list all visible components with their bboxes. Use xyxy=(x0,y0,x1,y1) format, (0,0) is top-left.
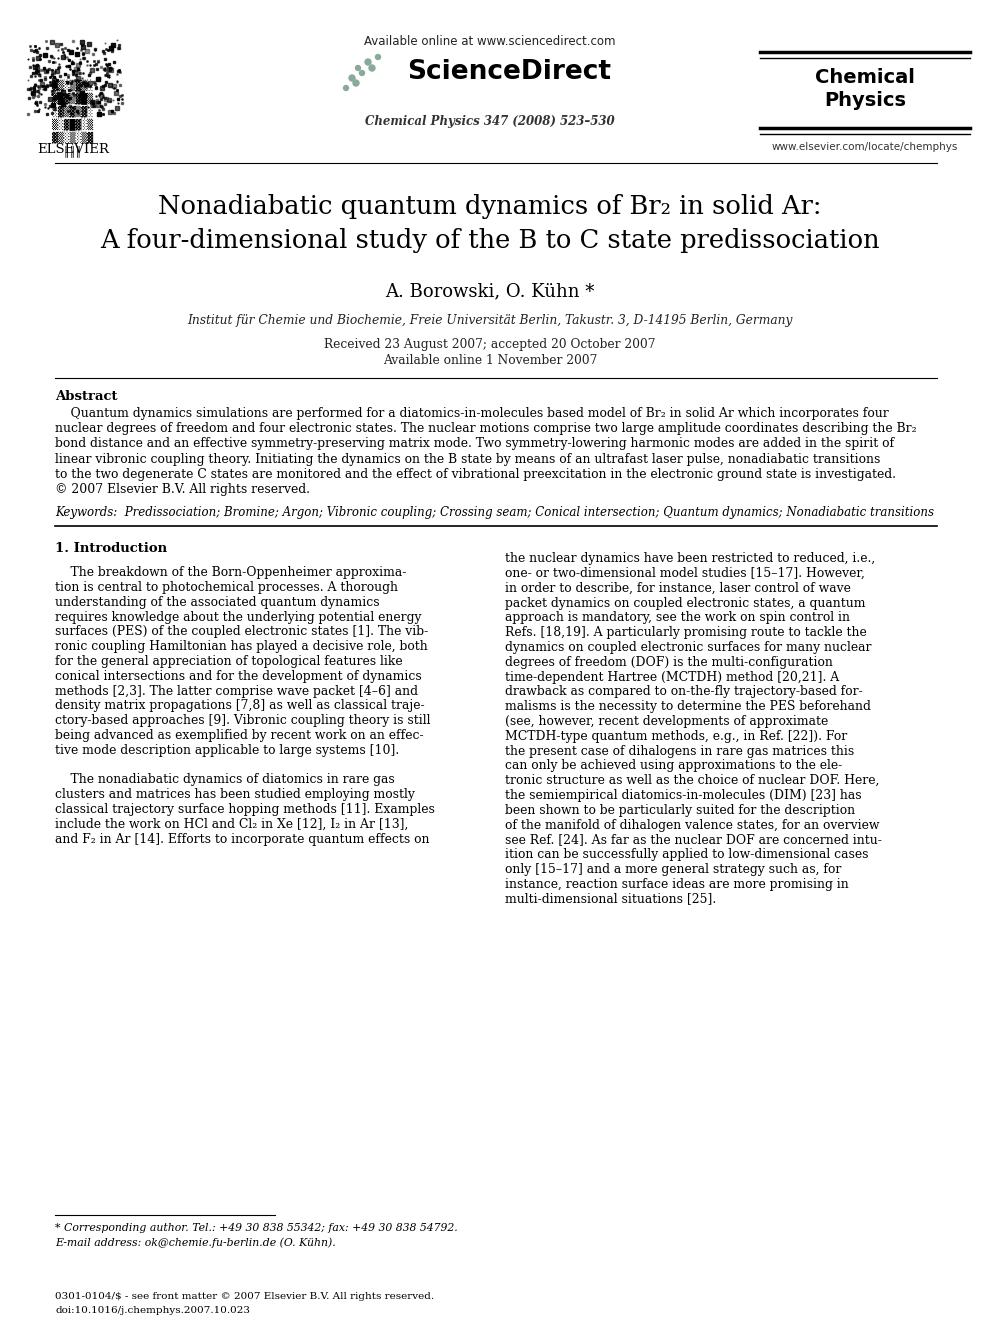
Text: Institut für Chemie und Biochemie, Freie Universität Berlin, Takustr. 3, D-14195: Institut für Chemie und Biochemie, Freie… xyxy=(187,314,793,327)
Circle shape xyxy=(359,70,364,75)
Circle shape xyxy=(355,66,360,70)
Text: MCTDH-type quantum methods, e.g., in Ref. [22]). For: MCTDH-type quantum methods, e.g., in Ref… xyxy=(505,730,847,742)
Text: and F₂ in Ar [14]. Efforts to incorporate quantum effects on: and F₂ in Ar [14]. Efforts to incorporat… xyxy=(55,832,430,845)
Circle shape xyxy=(376,54,381,60)
Text: A four-dimensional study of the B to C state predissociation: A four-dimensional study of the B to C s… xyxy=(100,228,880,253)
Text: approach is mandatory, see the work on spin control in: approach is mandatory, see the work on s… xyxy=(505,611,850,624)
Text: the present case of dihalogens in rare gas matrices this: the present case of dihalogens in rare g… xyxy=(505,745,854,758)
Text: to the two degenerate C states are monitored and the effect of vibrational preex: to the two degenerate C states are monit… xyxy=(55,468,896,480)
Text: Physics: Physics xyxy=(824,91,906,110)
Text: ronic coupling Hamiltonian has played a decisive role, both: ronic coupling Hamiltonian has played a … xyxy=(55,640,428,654)
Text: multi-dimensional situations [25].: multi-dimensional situations [25]. xyxy=(505,893,716,906)
Text: clusters and matrices has been studied employing mostly: clusters and matrices has been studied e… xyxy=(55,789,415,802)
Text: include the work on HCl and Cl₂ in Xe [12], I₂ in Ar [13],: include the work on HCl and Cl₂ in Xe [1… xyxy=(55,818,409,831)
Text: dynamics on coupled electronic surfaces for many nuclear: dynamics on coupled electronic surfaces … xyxy=(505,642,872,654)
Text: packet dynamics on coupled electronic states, a quantum: packet dynamics on coupled electronic st… xyxy=(505,597,865,610)
Text: 1. Introduction: 1. Introduction xyxy=(55,542,167,556)
Text: Quantum dynamics simulations are performed for a diatomics-in-molecules based mo: Quantum dynamics simulations are perform… xyxy=(55,407,889,419)
Text: of the manifold of dihalogen valence states, for an overview: of the manifold of dihalogen valence sta… xyxy=(505,819,880,832)
Text: Chemical Physics 347 (2008) 523–530: Chemical Physics 347 (2008) 523–530 xyxy=(365,115,615,128)
Text: one- or two-dimensional model studies [15–17]. However,: one- or two-dimensional model studies [1… xyxy=(505,568,865,579)
Text: surfaces (PES) of the coupled electronic states [1]. The vib-: surfaces (PES) of the coupled electronic… xyxy=(55,626,429,639)
Text: Available online at www.sciencedirect.com: Available online at www.sciencedirect.co… xyxy=(364,34,616,48)
Circle shape xyxy=(343,86,348,90)
Text: Refs. [18,19]. A particularly promising route to tackle the: Refs. [18,19]. A particularly promising … xyxy=(505,626,867,639)
Circle shape xyxy=(353,79,359,86)
Text: ELSEVIER: ELSEVIER xyxy=(37,143,109,156)
Text: Available online 1 November 2007: Available online 1 November 2007 xyxy=(383,355,597,366)
Text: malisms is the necessity to determine the PES beforehand: malisms is the necessity to determine th… xyxy=(505,700,871,713)
Text: instance, reaction surface ideas are more promising in: instance, reaction surface ideas are mor… xyxy=(505,877,849,890)
Text: requires knowledge about the underlying potential energy: requires knowledge about the underlying … xyxy=(55,611,422,623)
Text: conical intersections and for the development of dynamics: conical intersections and for the develo… xyxy=(55,669,422,683)
Text: for the general appreciation of topological features like: for the general appreciation of topologi… xyxy=(55,655,403,668)
Text: degrees of freedom (DOF) is the multi-configuration: degrees of freedom (DOF) is the multi-co… xyxy=(505,656,833,669)
Text: the nuclear dynamics have been restricted to reduced, i.e.,: the nuclear dynamics have been restricte… xyxy=(505,552,875,565)
Text: Abstract: Abstract xyxy=(55,390,117,404)
Text: Nonadiabatic quantum dynamics of Br₂ in solid Ar:: Nonadiabatic quantum dynamics of Br₂ in … xyxy=(159,194,821,220)
Text: Chemical: Chemical xyxy=(815,67,915,87)
Text: Keywords:  Predissociation; Bromine; Argon; Vibronic coupling; Crossing seam; Co: Keywords: Predissociation; Bromine; Argo… xyxy=(55,507,934,519)
Text: A. Borowski, O. Kühn *: A. Borowski, O. Kühn * xyxy=(385,282,594,300)
Text: understanding of the associated quantum dynamics: understanding of the associated quantum … xyxy=(55,595,380,609)
Text: www.elsevier.com/locate/chemphys: www.elsevier.com/locate/chemphys xyxy=(772,142,958,152)
Text: time-dependent Hartree (MCTDH) method [20,21]. A: time-dependent Hartree (MCTDH) method [2… xyxy=(505,671,839,684)
Text: tronic structure as well as the choice of nuclear DOF. Here,: tronic structure as well as the choice o… xyxy=(505,774,879,787)
Text: The nonadiabatic dynamics of diatomics in rare gas: The nonadiabatic dynamics of diatomics i… xyxy=(55,774,395,786)
Text: ▓▒░▒▓▒░
▒█▓▒▓█▒
░▓▒▓▒▓░
▒░▓█▓░▒
▓▒░▒░▒▓
  ║║║: ▓▒░▒▓▒░ ▒█▓▒▓█▒ ░▓▒▓▒▓░ ▒░▓█▓░▒ ▓▒░▒░▒▓ … xyxy=(53,79,93,157)
Text: doi:10.1016/j.chemphys.2007.10.023: doi:10.1016/j.chemphys.2007.10.023 xyxy=(55,1306,250,1315)
Text: bond distance and an effective symmetry-preserving matrix mode. Two symmetry-low: bond distance and an effective symmetry-… xyxy=(55,438,894,450)
Text: 0301-0104/$ - see front matter © 2007 Elsevier B.V. All rights reserved.: 0301-0104/$ - see front matter © 2007 El… xyxy=(55,1293,434,1301)
Text: tive mode description applicable to large systems [10].: tive mode description applicable to larg… xyxy=(55,744,399,757)
Text: the semiempirical diatomics-in-molecules (DIM) [23] has: the semiempirical diatomics-in-molecules… xyxy=(505,789,862,802)
Text: can only be achieved using approximations to the ele-: can only be achieved using approximation… xyxy=(505,759,842,773)
Text: been shown to be particularly suited for the description: been shown to be particularly suited for… xyxy=(505,804,855,816)
Text: nuclear degrees of freedom and four electronic states. The nuclear motions compr: nuclear degrees of freedom and four elec… xyxy=(55,422,917,435)
Circle shape xyxy=(365,60,371,65)
Circle shape xyxy=(369,65,375,71)
Text: classical trajectory surface hopping methods [11]. Examples: classical trajectory surface hopping met… xyxy=(55,803,434,816)
Text: being advanced as exemplified by recent work on an effec-: being advanced as exemplified by recent … xyxy=(55,729,424,742)
Text: ctory-based approaches [9]. Vibronic coupling theory is still: ctory-based approaches [9]. Vibronic cou… xyxy=(55,714,431,728)
Text: in order to describe, for instance, laser control of wave: in order to describe, for instance, lase… xyxy=(505,582,851,595)
Text: (see, however, recent developments of approximate: (see, however, recent developments of ap… xyxy=(505,714,828,728)
Text: Received 23 August 2007; accepted 20 October 2007: Received 23 August 2007; accepted 20 Oct… xyxy=(324,337,656,351)
Text: methods [2,3]. The latter comprise wave packet [4–6] and: methods [2,3]. The latter comprise wave … xyxy=(55,684,418,697)
Bar xyxy=(22,30,127,135)
Text: * Corresponding author. Tel.: +49 30 838 55342; fax: +49 30 838 54792.: * Corresponding author. Tel.: +49 30 838… xyxy=(55,1222,457,1233)
Text: The breakdown of the Born-Oppenheimer approxima-: The breakdown of the Born-Oppenheimer ap… xyxy=(55,566,407,579)
Circle shape xyxy=(349,75,355,81)
Text: linear vibronic coupling theory. Initiating the dynamics on the B state by means: linear vibronic coupling theory. Initiat… xyxy=(55,452,880,466)
Text: drawback as compared to on-the-fly trajectory-based for-: drawback as compared to on-the-fly traje… xyxy=(505,685,863,699)
Text: tion is central to photochemical processes. A thorough: tion is central to photochemical process… xyxy=(55,581,398,594)
Text: E-mail address: ok@chemie.fu-berlin.de (O. Kühn).: E-mail address: ok@chemie.fu-berlin.de (… xyxy=(55,1237,335,1248)
Text: © 2007 Elsevier B.V. All rights reserved.: © 2007 Elsevier B.V. All rights reserved… xyxy=(55,483,310,496)
Text: density matrix propagations [7,8] as well as classical traje-: density matrix propagations [7,8] as wel… xyxy=(55,700,425,712)
Text: ition can be successfully applied to low-dimensional cases: ition can be successfully applied to low… xyxy=(505,848,869,861)
Text: see Ref. [24]. As far as the nuclear DOF are concerned intu-: see Ref. [24]. As far as the nuclear DOF… xyxy=(505,833,882,847)
Text: ScienceDirect: ScienceDirect xyxy=(407,60,611,85)
Text: only [15–17] and a more general strategy such as, for: only [15–17] and a more general strategy… xyxy=(505,863,841,876)
